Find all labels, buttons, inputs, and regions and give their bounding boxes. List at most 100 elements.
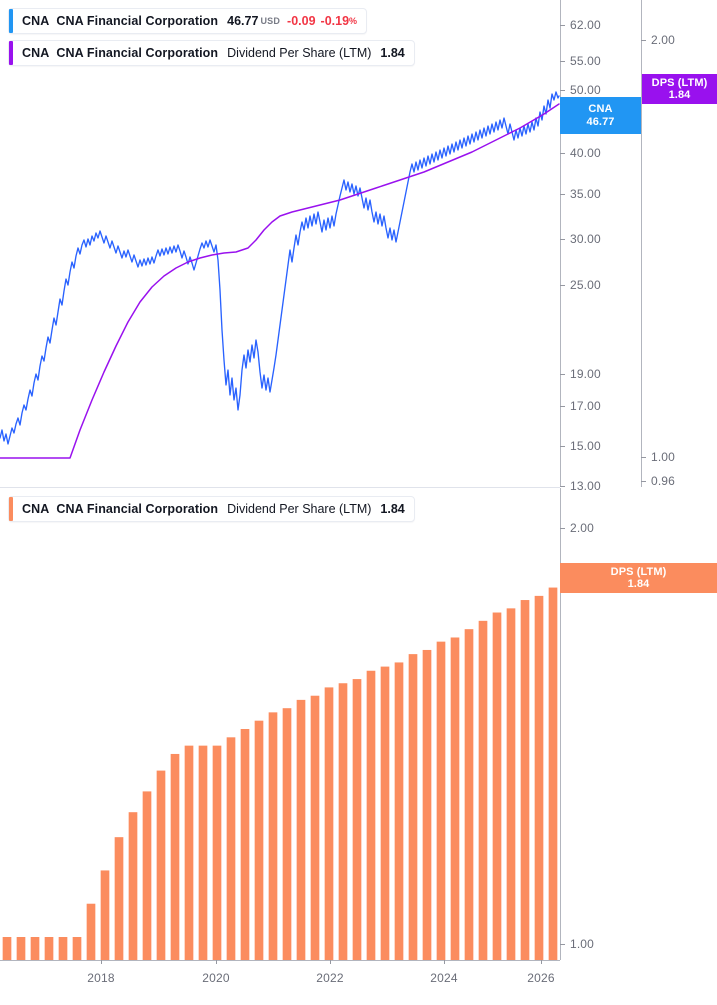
x-tick-mark (101, 960, 102, 964)
tick-mark (641, 480, 646, 482)
dps-tick: 0.96 (641, 474, 675, 488)
dps-bar (422, 649, 432, 960)
price-tick: 15.00 (560, 439, 601, 453)
dps-bar (464, 629, 474, 960)
dps-value-badge-upper[interactable]: DPS (LTM) 1.84 (642, 74, 717, 104)
dps-bar (282, 708, 292, 960)
dps-bar (380, 666, 390, 960)
dps-bar (86, 903, 96, 960)
price-tick-label: 62.00 (570, 18, 601, 32)
dps-bar (16, 937, 26, 960)
dps-overlay-line (0, 103, 560, 459)
x-tick-mark (330, 960, 331, 964)
price-tick-label: 55.00 (570, 54, 601, 68)
price-tick-label: 25.00 (570, 278, 601, 292)
price-tick-label: 30.00 (570, 232, 601, 246)
dps-scale-upper[interactable]: 2.00 1.00 0.96 (641, 0, 717, 488)
price-tick-label: 17.00 (570, 399, 601, 413)
dps-bar (156, 770, 166, 960)
tick-mark (560, 373, 565, 375)
x-tick-mark (541, 960, 542, 964)
legend-study-value: 1.84 (380, 502, 405, 516)
tick-mark (641, 39, 646, 41)
dps-bar (212, 745, 222, 960)
tick-mark (560, 943, 565, 945)
price-value-badge[interactable]: CNA 46.77 (560, 97, 641, 134)
panel-divider (0, 487, 560, 488)
tick-mark (560, 60, 565, 62)
legend-study-value: 1.84 (380, 46, 405, 60)
x-tick-label: 2024 (430, 971, 458, 985)
dps-bar (268, 712, 278, 960)
x-tick-label: 2026 (527, 971, 555, 985)
legend-color-swatch (9, 9, 13, 33)
legend-dps-overlay[interactable]: CNA CNA Financial Corporation Dividend P… (8, 40, 415, 66)
price-scale[interactable]: 62.00 55.00 50.00 45.00 40.00 35.00 30.0… (560, 0, 641, 493)
x-tick-label: 2022 (316, 971, 344, 985)
dps-value-badge-lower[interactable]: DPS (LTM) 1.84 (560, 563, 717, 593)
price-tick-label: 35.00 (570, 187, 601, 201)
dps-bar (338, 683, 348, 960)
legend-change-percent: -0.19 (320, 14, 350, 28)
tick-mark (560, 193, 565, 195)
dps-bar (548, 587, 558, 960)
dps-bar (240, 729, 250, 960)
dps-bar (296, 699, 306, 960)
tick-mark (560, 405, 565, 407)
tick-mark (560, 238, 565, 240)
price-tick: 62.00 (560, 18, 601, 32)
legend-last-price: 46.77 (227, 14, 259, 28)
legend-price[interactable]: CNA CNA Financial Corporation 46.77 USD … (8, 8, 368, 34)
tick-mark (560, 445, 565, 447)
dps-bar (450, 637, 460, 960)
dps-bar (114, 837, 124, 960)
legend-company-name: CNA Financial Corporation (56, 46, 219, 60)
tick-mark (560, 89, 565, 91)
x-axis[interactable]: 2018 2020 2022 2024 2026 (0, 960, 717, 1005)
dps-bar (408, 654, 418, 960)
dps-bar (506, 608, 516, 960)
price-plot-svg (0, 91, 560, 459)
dps-badge-label: DPS (LTM) (610, 565, 667, 578)
dps-bar (254, 720, 264, 960)
dps-plot-area[interactable] (0, 488, 560, 960)
price-tick: 40.00 (560, 146, 601, 160)
x-axis-line (0, 960, 560, 961)
dps-bar (436, 641, 446, 960)
legend-dps-panel[interactable]: CNA CNA Financial Corporation Dividend P… (8, 496, 415, 522)
dps-panel: CNA CNA Financial Corporation Dividend P… (0, 488, 717, 1005)
tick-mark (560, 284, 565, 286)
tick-mark (560, 24, 565, 26)
x-tick-label: 2020 (202, 971, 230, 985)
tick-mark (560, 485, 565, 487)
dps-tick: 1.00 (641, 450, 675, 464)
dps-bars-svg (2, 587, 558, 960)
dps-bar (128, 812, 138, 960)
dps-bar (520, 600, 530, 960)
dps-bar (100, 870, 110, 960)
dps-tick: 1.00 (560, 937, 594, 951)
legend-study-name: Dividend Per Share (LTM) (227, 502, 372, 516)
legend-ticker: CNA (22, 46, 50, 60)
dps-tick: 2.00 (560, 521, 594, 535)
dps-tick-label: 1.00 (570, 937, 594, 951)
tick-mark (560, 527, 565, 529)
price-tick-label: 13.00 (570, 479, 601, 493)
dps-tick-label: 2.00 (570, 521, 594, 535)
dps-bar (142, 791, 152, 960)
legend-ticker: CNA (22, 502, 50, 516)
price-plot-area[interactable] (0, 0, 560, 487)
dps-bar (492, 612, 502, 960)
legend-company-name: CNA Financial Corporation (56, 502, 219, 516)
price-tick: 30.00 (560, 232, 601, 246)
dps-scale-lower[interactable]: 2.00 1.00 0.96 (560, 488, 717, 975)
legend-color-swatch (9, 497, 13, 521)
dps-bar (198, 745, 208, 960)
dps-bar (30, 937, 40, 960)
tick-mark (641, 456, 646, 458)
legend-change-absolute: -0.09 (287, 14, 316, 28)
dps-bar (352, 679, 362, 960)
dps-bar (170, 753, 180, 960)
legend-ticker: CNA (22, 14, 50, 28)
